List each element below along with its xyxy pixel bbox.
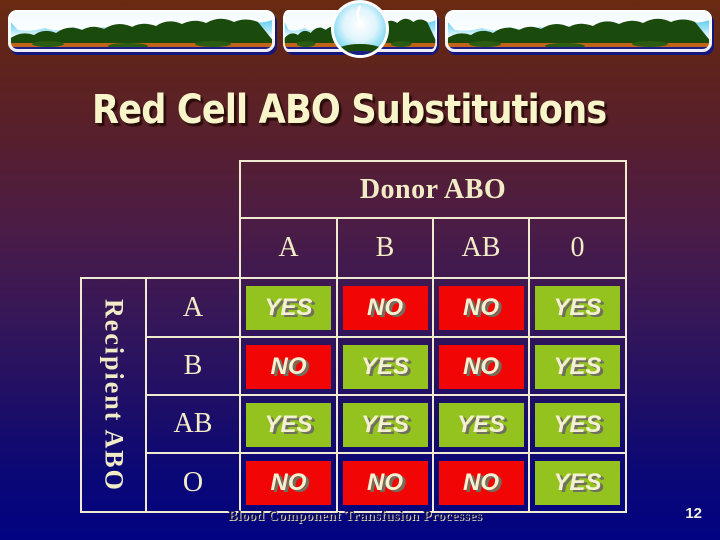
table-cell: YES [239, 277, 338, 338]
table-cell: YES [432, 394, 530, 454]
table-cell: YES [336, 394, 434, 454]
donor-type-label: B [375, 232, 395, 263]
page-number: 12 [685, 505, 702, 522]
table-cell: YES [528, 452, 627, 513]
cell-badge: YES [535, 286, 620, 330]
table-cell: YES [528, 336, 627, 396]
donor-type-label: A [278, 232, 299, 263]
recipient-row-header-a: A [145, 277, 241, 338]
slide-title: Red Cell ABO Substitutions [92, 87, 607, 133]
recipient-axis-label: Recipient ABO [99, 298, 129, 492]
table-cell: NO [336, 277, 434, 338]
cell-badge: NO [438, 461, 524, 505]
cell-badge: YES [342, 345, 428, 389]
table-cell: NO [336, 452, 434, 513]
cell-badge: YES [246, 286, 331, 330]
table-cell: NO [239, 452, 338, 513]
table-cell: NO [432, 336, 530, 396]
recipient-type-label: A [182, 291, 204, 323]
recipient-row-header-ab: AB [145, 394, 241, 454]
donor-type-header-a: A [239, 217, 338, 279]
cell-badge: YES [535, 461, 620, 505]
donor-type-label: AB [461, 232, 501, 263]
donor-axis-label: Donor ABO [359, 173, 507, 205]
cell-badge: NO [438, 345, 524, 389]
cell-badge: YES [535, 345, 620, 389]
header-banner-graphic [0, 0, 714, 58]
recipient-axis-header-cell: Recipient ABO [80, 277, 147, 513]
donor-type-header-ab: AB [432, 217, 530, 279]
donor-type-label: 0 [570, 232, 585, 263]
landscape-banner-left [8, 10, 275, 52]
landscape-banner-right [445, 10, 712, 52]
footer-text: Blood Component Transfusion Processes [227, 509, 483, 524]
donor-type-header-0: 0 [528, 217, 627, 279]
cell-badge: NO [438, 286, 524, 330]
cell-badge: YES [246, 403, 331, 447]
recipient-row-header-o: O [145, 452, 241, 513]
cell-badge: NO [246, 461, 331, 505]
recipient-type-label: O [182, 466, 204, 498]
donor-type-header-b: B [336, 217, 434, 279]
donor-axis-header-cell: Donor ABO [239, 160, 627, 219]
cell-badge: NO [342, 461, 428, 505]
cell-badge: YES [535, 403, 620, 447]
table-cell: YES [336, 336, 434, 396]
table-cell: NO [432, 277, 530, 338]
table-cell: YES [239, 394, 338, 454]
glowing-orb-icon [331, 0, 389, 58]
table-cell: YES [528, 394, 627, 454]
cell-badge: YES [438, 403, 524, 447]
table-cell: NO [432, 452, 530, 513]
cell-badge: NO [342, 286, 428, 330]
cell-badge: NO [246, 345, 331, 389]
table-cell: NO [239, 336, 338, 396]
table-cell: YES [528, 277, 627, 338]
recipient-row-header-b: B [145, 336, 241, 396]
recipient-type-label: AB [173, 408, 213, 439]
cell-badge: YES [342, 403, 428, 447]
recipient-type-label: B [183, 350, 203, 381]
